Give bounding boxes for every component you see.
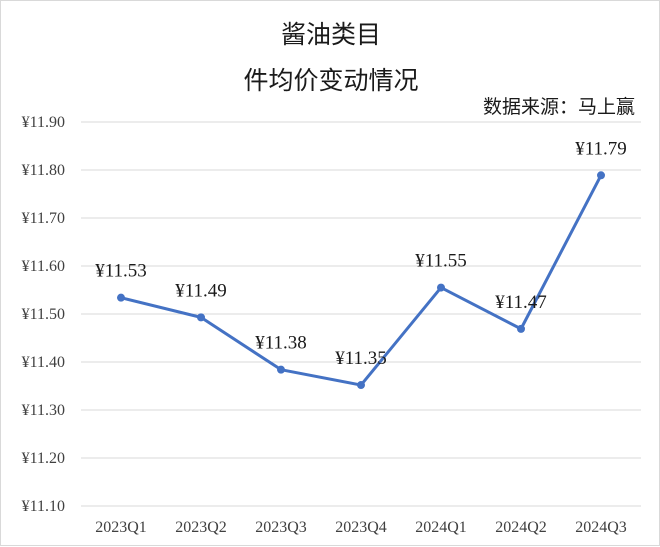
x-tick-label: 2023Q2 [175,519,227,536]
y-tick-label: ¥11.80 [22,162,65,179]
data-label: ¥11.55 [415,251,467,272]
data-point [277,365,285,374]
series-points [117,171,605,390]
source-note: 数据来源：马上赢 [483,96,635,118]
y-tick-label: ¥11.20 [22,450,65,467]
x-tick-label: 2024Q3 [575,519,627,536]
x-axis-ticks: 2023Q1 2023Q2 2023Q3 2023Q4 2024Q1 2024Q2 2024… [95,519,627,536]
data-label: ¥11.47 [495,292,547,313]
data-point [437,283,445,292]
x-tick-label: 2024Q1 [415,519,467,536]
data-point [517,324,525,333]
data-label: ¥11.53 [95,261,147,282]
data-label: ¥11.79 [575,138,627,159]
gridlines [81,121,641,507]
chart-title-line2: 件均价变动情况 [243,66,418,95]
y-tick-label: ¥11.50 [22,306,65,323]
x-tick-label: 2023Q3 [255,519,307,536]
x-tick-label: 2024Q2 [495,519,547,536]
y-tick-label: ¥11.60 [22,258,65,275]
data-label: ¥11.35 [335,348,387,369]
data-label: ¥11.38 [255,333,307,354]
y-tick-label: ¥11.10 [22,498,65,515]
y-axis-ticks: ¥11.10 ¥11.20 ¥11.30 ¥11.40 ¥11.50 ¥11.60 ¥11.… [22,114,65,515]
data-point [197,313,205,322]
x-tick-label: 2023Q1 [95,519,147,536]
data-labels: ¥11.53 ¥11.49 ¥11.38 ¥11.35 ¥11.55 ¥11.47 ¥11.… [95,138,627,369]
data-point [117,293,125,302]
y-tick-label: ¥11.30 [22,402,65,419]
y-tick-label: ¥11.40 [22,354,65,371]
data-point [597,171,605,180]
data-label: ¥11.49 [175,280,227,301]
y-tick-label: ¥11.90 [22,114,65,131]
y-tick-label: ¥11.70 [22,210,65,227]
x-tick-label: 2023Q4 [335,519,387,536]
data-point [357,381,365,390]
chart-title-line1: 酱油类目 [281,20,381,49]
